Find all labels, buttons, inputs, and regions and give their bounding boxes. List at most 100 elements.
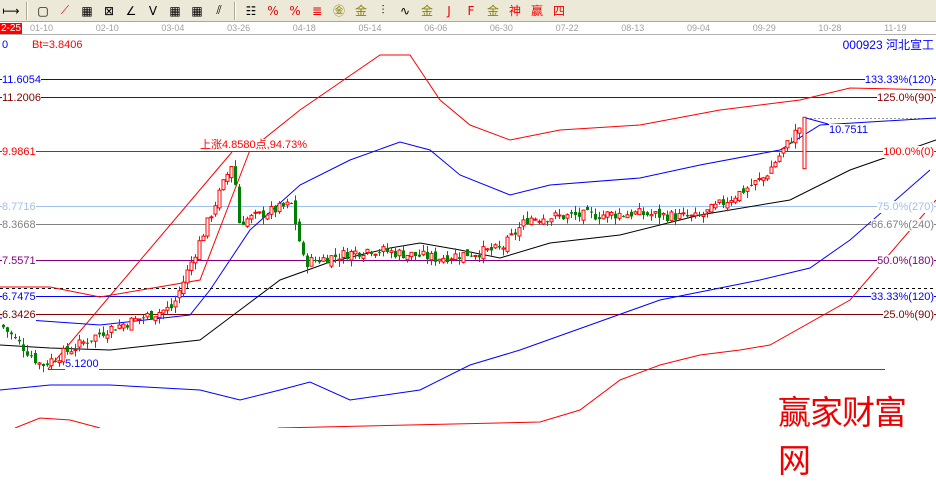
percent-icon[interactable]: %: [289, 3, 301, 18]
date-axis: 2-25 01-10 02-10 03-04 03-26 04-18 05-14 06-06…: [0, 23, 936, 35]
level-price-label: 8.7716: [2, 200, 36, 213]
candle-body: [742, 188, 745, 193]
candle-body: [414, 251, 417, 257]
price-chart[interactable]: [0, 0, 936, 428]
candle-body: [14, 337, 17, 339]
candle-body: [150, 310, 153, 320]
candle-body: [790, 142, 793, 144]
candle-body: [777, 155, 782, 162]
candle-body: [378, 252, 381, 254]
level-price-label: 9.9861: [2, 145, 36, 158]
candle-body: [397, 249, 402, 257]
fit-width-icon[interactable]: ⟼: [2, 3, 20, 18]
candle-body: [418, 254, 421, 257]
candle-body: [277, 202, 282, 213]
candle-body: [781, 147, 786, 154]
candle-body: [298, 221, 301, 242]
candle-body: [90, 340, 93, 342]
level-price-label: 11.2006: [2, 91, 41, 104]
gold-circle-icon[interactable]: ㊎: [332, 4, 345, 18]
candle-body: [546, 221, 549, 223]
candle-body: [689, 214, 694, 217]
parallel-lines-icon[interactable]: ⫽: [216, 3, 222, 17]
date-tick: 05-14: [358, 23, 382, 33]
candle-body: [173, 300, 178, 308]
candle-body: [381, 246, 386, 252]
level-price-label: 7.5571: [2, 254, 36, 267]
ying-line-icon[interactable]: 赢: [530, 4, 543, 18]
grid-arrow-icon[interactable]: ▦: [191, 3, 203, 18]
candle-body: [509, 233, 514, 236]
candle-body: [453, 253, 458, 261]
ruler-icon[interactable]: ☷: [245, 3, 257, 18]
level-percent-label: 33.33%(120): [871, 290, 934, 303]
watermark-logo: 赢家财富网: [778, 393, 907, 480]
candle-body: [189, 261, 194, 271]
candle-body: [102, 332, 105, 336]
date-tick: 09-04: [687, 23, 711, 33]
candle-body: [458, 257, 461, 259]
candle-body: [429, 252, 434, 261]
grid-box-icon[interactable]: ▦: [81, 3, 93, 18]
candle-body: [722, 199, 725, 205]
candle-body: [34, 353, 37, 364]
candle-body: [145, 313, 150, 318]
candle-body: [234, 166, 237, 185]
date-tick: 06-06: [424, 23, 448, 33]
j-line-icon[interactable]: J: [447, 3, 451, 18]
gold-icon[interactable]: 金: [420, 4, 433, 18]
marker-icon[interactable]: ⫶: [381, 3, 385, 17]
candle-body: [157, 312, 162, 319]
date-tick: 02-10: [95, 23, 119, 33]
date-tick: 10-28: [818, 23, 842, 33]
candle-body: [69, 351, 74, 355]
candle-body: [121, 323, 126, 329]
percent-lines-icon[interactable]: ≣: [311, 3, 323, 18]
candle-body: [353, 250, 358, 255]
gold-fan-icon[interactable]: 金: [486, 4, 499, 18]
candle-body: [109, 325, 114, 333]
v-line-icon[interactable]: V: [148, 3, 158, 18]
candle-body: [321, 257, 326, 262]
shen-line-icon[interactable]: 神: [508, 4, 521, 18]
percent-fan-icon[interactable]: %: [267, 3, 279, 18]
angle-icon[interactable]: ∠: [125, 3, 137, 18]
candle-body: [725, 202, 730, 209]
candle-body: [586, 206, 589, 211]
candle-body: [373, 253, 378, 256]
level-price-label: 11.6054: [2, 73, 41, 86]
candle-body: [565, 214, 570, 219]
candle-body: [674, 213, 677, 221]
last-candle: [802, 116, 807, 170]
candle-body: [698, 214, 701, 216]
candle-body: [54, 360, 57, 362]
candle-body: [22, 344, 25, 351]
low-price-label: 5.1200: [65, 358, 99, 370]
f-line-icon[interactable]: F: [467, 3, 475, 18]
date-tick: 07-22: [555, 23, 579, 33]
candle-body: [549, 218, 554, 223]
fan-purple-icon[interactable]: ⊠: [103, 3, 115, 18]
date-tick: 06-30: [489, 23, 513, 33]
candle-body: [193, 256, 198, 264]
candle-body: [574, 211, 577, 216]
candle-body: [314, 259, 317, 261]
candle-body: [346, 251, 349, 260]
grid-icon[interactable]: ▦: [169, 3, 181, 18]
candle-body: [605, 211, 610, 218]
si-line-icon[interactable]: 四: [552, 4, 565, 18]
candle-body: [394, 250, 397, 258]
candle-body: [177, 290, 182, 299]
candle-body: [46, 363, 49, 366]
box-icon[interactable]: ▢: [37, 3, 49, 18]
fan-red-icon[interactable]: ⟋: [60, 3, 70, 17]
gold-lines-icon[interactable]: 金: [354, 4, 367, 18]
candle-body: [594, 213, 597, 220]
candle-body: [229, 166, 234, 179]
candle-body: [642, 211, 645, 216]
candle-body: [637, 208, 642, 216]
candle-body: [98, 332, 101, 335]
candle-body: [570, 212, 573, 214]
wave-icon[interactable]: ∿: [399, 3, 411, 18]
candle-body: [729, 200, 734, 203]
